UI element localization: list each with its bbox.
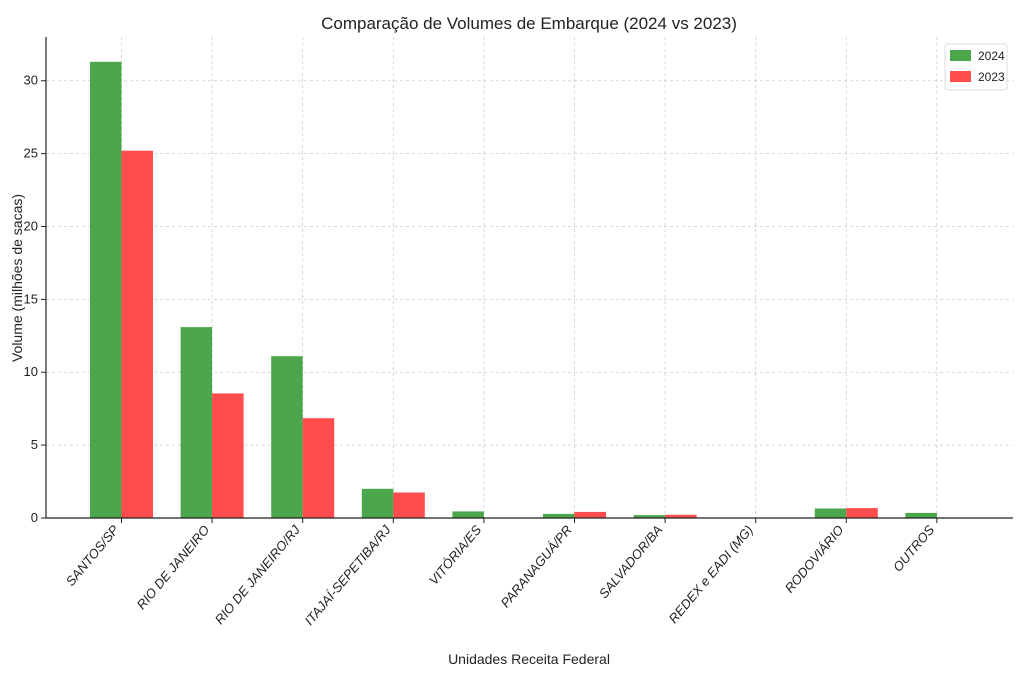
x-tick-label: REDEX e EADI (MG) [666,522,756,626]
y-tick-label: 25 [24,146,38,161]
x-tick-label: OUTROS [890,522,937,574]
bar-2024-6 [633,515,666,518]
x-tick-label: PARANAGUÁ/PR [498,522,575,610]
bar-2024-0 [90,61,122,519]
bar-2024-4 [452,511,484,518]
legend: 2024 2023 [944,43,1008,91]
bar-2024-9 [905,512,937,518]
y-tick-label: 0 [31,510,38,525]
x-tick-label: SALVADOR/BA [596,522,666,601]
bar-2024-3 [361,488,394,518]
y-axis-label: Volume (milhões de sacas) [9,194,25,362]
x-tick-label: RIO DE JANEIRO/RJ [212,522,304,627]
bar-2023-2 [302,418,335,518]
bar-2023-8 [846,508,878,518]
y-tick-label: 10 [24,364,38,379]
bar-2023-3 [393,492,425,518]
bar-2023-5 [574,511,606,518]
x-tick-label: SANTOS/SP [63,522,122,589]
bar-2023-1 [212,393,244,518]
bar-2024-2 [271,356,303,518]
y-tick-label: 20 [24,218,38,233]
legend-swatch-2023 [950,71,971,82]
x-axis-label: Unidades Receita Federal [448,651,610,667]
bar-2024-5 [543,513,575,518]
y-tick-label: 15 [24,291,38,306]
bar-2023-0 [121,150,153,518]
y-tick-label: 5 [31,437,38,452]
x-tick-label: VITÓRIA/ES [426,522,485,588]
x-tick-label: RIO DE JANEIRO [134,522,213,612]
legend-label-2024: 2024 [978,49,1005,63]
y-tick-label: 30 [24,73,38,88]
bar-2024-1 [180,327,213,518]
x-tick-label: RODOVIÁRIO [782,522,847,595]
legend-swatch-2024 [950,50,971,61]
bar-2023-6 [665,514,697,518]
x-tick-label: ITAJAÍ-SEPETIBA/RJ [301,522,393,628]
bar-2024-8 [814,508,847,518]
chart-title: Comparação de Volumes de Embarque (2024 … [321,14,737,33]
legend-label-2023: 2023 [978,70,1005,84]
